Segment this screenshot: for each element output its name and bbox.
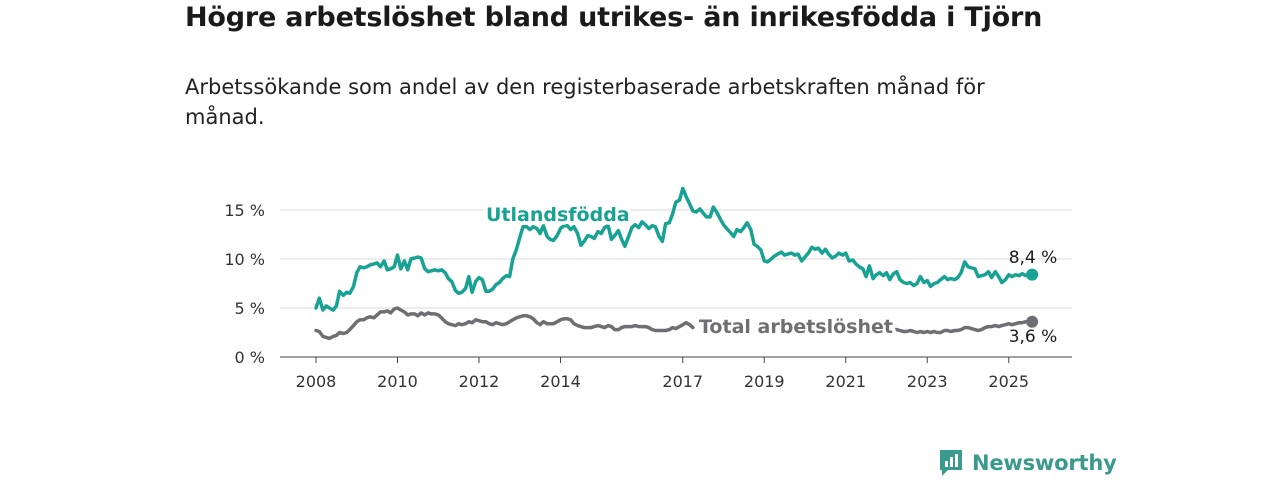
y-tick-label: 10 % (224, 250, 265, 269)
x-tick-label: 2017 (662, 372, 703, 391)
x-tick-label: 2010 (377, 372, 418, 391)
series-lines (314, 186, 1039, 341)
x-tick-label: 2014 (540, 372, 581, 391)
y-tick-label: 15 % (224, 201, 265, 220)
y-tick-label: 0 % (235, 348, 265, 367)
brand-logo: Newsworthy (938, 448, 1117, 478)
series-line-utlandsfodda (314, 186, 1031, 312)
page-subtitle: Arbetssökande som andel av den registerb… (185, 75, 985, 129)
page-title: Högre arbetslöshet bland utrikes- än inr… (185, 2, 1043, 33)
series-label-halo: Utlandsfödda (486, 204, 630, 226)
end-point-total (1026, 315, 1039, 328)
series-line-total (871, 319, 1031, 335)
end-value-label: 8,4 % (1009, 248, 1058, 268)
y-axis-ticks: 0 % 5 % 10 % 15 % (224, 201, 265, 367)
x-tick-label: 2012 (459, 372, 500, 391)
newsworthy-chart-icon (940, 450, 962, 476)
x-tick-label: 2023 (907, 372, 948, 391)
end-value-label: 3,6 % (1009, 327, 1058, 347)
series-label-text: Total arbetslöshet (699, 316, 893, 338)
y-tick-label: 5 % (235, 299, 265, 318)
x-axis-ticks: 2008 2010 2012 2014 2017 2019 2021 2023 2025 (296, 357, 1029, 391)
series-line-total (314, 306, 695, 341)
series-label-text: Utlandsfödda (486, 204, 630, 226)
x-tick-label: 2025 (988, 372, 1029, 391)
x-tick-label: 2019 (744, 372, 785, 391)
series-label-halo: Total arbetslöshet (699, 316, 893, 338)
brand-name: Newsworthy (972, 451, 1117, 475)
end-point-utlandsfodda (1026, 268, 1039, 281)
x-tick-label: 2021 (825, 372, 866, 391)
x-tick-label: 2008 (296, 372, 337, 391)
